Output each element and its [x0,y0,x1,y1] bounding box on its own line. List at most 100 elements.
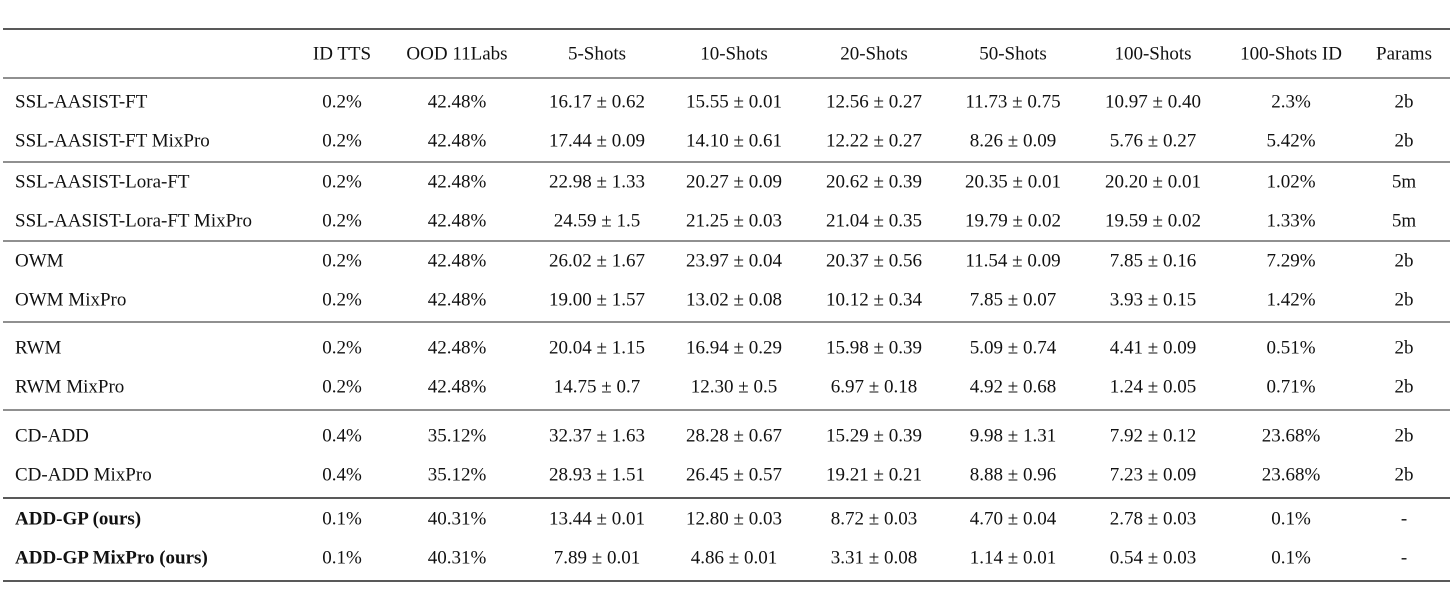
cell: 0.54 ± 0.03 [1110,547,1196,568]
cell: 4.86 ± 0.01 [691,547,777,568]
cell: 2b [1395,289,1414,310]
cell: 4.70 ± 0.04 [970,508,1057,529]
cell: 13.44 ± 0.01 [549,508,645,529]
column-header: 100-Shots [1114,43,1191,64]
cell: 11.54 ± 0.09 [965,250,1060,271]
cell: 20.20 ± 0.01 [1105,171,1201,192]
cell: 7.92 ± 0.12 [1110,425,1196,446]
column-header: 100-Shots ID [1240,43,1342,64]
cell: 12.22 ± 0.27 [826,130,922,151]
cell: - [1401,547,1407,568]
cell: 16.94 ± 0.29 [686,337,782,358]
cell: 24.59 ± 1.5 [554,210,640,231]
cell: 0.2% [322,289,362,310]
cell: 0.51% [1266,337,1315,358]
cell: 0.2% [322,210,362,231]
cell: 42.48% [428,130,487,151]
cell: 28.93 ± 1.51 [549,464,645,485]
cell: 20.04 ± 1.15 [549,337,645,358]
cell: 0.1% [322,508,362,529]
cell: 15.29 ± 0.39 [826,425,922,446]
cell: 0.2% [322,91,362,112]
cell: 0.71% [1266,376,1315,397]
cell: 5.76 ± 0.27 [1110,130,1196,151]
cell: 5.42% [1266,130,1315,151]
cell: 1.42% [1266,289,1315,310]
cell: 35.12% [428,464,487,485]
cell: 23.97 ± 0.04 [686,250,782,271]
cell: 26.02 ± 1.67 [549,250,645,271]
cell: 42.48% [428,250,487,271]
cell: 5.09 ± 0.74 [970,337,1057,358]
cell: 28.28 ± 0.67 [686,425,782,446]
method-name: SSL-AASIST-Lora-FT MixPro [15,210,252,231]
cell: 0.2% [322,250,362,271]
cell: 2.3% [1271,91,1311,112]
cell: 10.12 ± 0.34 [826,289,922,310]
cell: 12.30 ± 0.5 [691,376,777,397]
cell: 42.48% [428,210,487,231]
cell: 8.72 ± 0.03 [831,508,917,529]
column-header: 20-Shots [840,43,908,64]
cell: 19.79 ± 0.02 [965,210,1061,231]
method-name: ADD-GP (ours) [15,508,141,529]
cell: 14.75 ± 0.7 [554,376,640,397]
cell: 0.2% [322,171,362,192]
cell: 0.1% [1271,508,1311,529]
cell: 32.37 ± 1.63 [549,425,645,446]
cell: 5m [1392,210,1417,231]
cell: 42.48% [428,376,487,397]
cell: 8.88 ± 0.96 [970,464,1056,485]
cell: 0.1% [322,547,362,568]
cell: 3.31 ± 0.08 [831,547,917,568]
cell: 23.68% [1262,425,1321,446]
cell: 16.17 ± 0.62 [549,91,645,112]
cell: 7.85 ± 0.16 [1110,250,1196,271]
cell: 20.62 ± 0.39 [826,171,922,192]
cell: 42.48% [428,289,487,310]
method-name: SSL-AASIST-FT MixPro [15,130,210,151]
cell: 1.14 ± 0.01 [970,547,1056,568]
column-header: 50-Shots [979,43,1047,64]
cell: 21.25 ± 0.03 [686,210,782,231]
cell: 35.12% [428,425,487,446]
cell: 0.4% [322,464,362,485]
cell: 15.98 ± 0.39 [826,337,922,358]
cell: 22.98 ± 1.33 [549,171,645,192]
cell: 7.29% [1266,250,1315,271]
cell: 2b [1395,464,1414,485]
cell: 2b [1395,91,1414,112]
cell: 19.21 ± 0.21 [826,464,922,485]
method-name: ADD-GP MixPro (ours) [15,547,208,568]
cell: 0.2% [322,130,362,151]
method-name: OWM MixPro [15,289,126,310]
column-header: ID TTS [313,43,371,64]
cell: 6.97 ± 0.18 [831,376,917,397]
cell: 2.78 ± 0.03 [1110,508,1196,529]
cell: 2b [1395,130,1414,151]
cell: 13.02 ± 0.08 [686,289,782,310]
cell: 19.59 ± 0.02 [1105,210,1201,231]
cell: 17.44 ± 0.09 [549,130,645,151]
cell: 2b [1395,250,1414,271]
cell: 3.93 ± 0.15 [1110,289,1196,310]
cell: 1.33% [1266,210,1315,231]
cell: 1.02% [1266,171,1315,192]
cell: 0.2% [322,337,362,358]
method-name: RWM [15,337,62,358]
column-header: 5-Shots [568,43,626,64]
cell: 12.80 ± 0.03 [686,508,782,529]
cell: 20.27 ± 0.09 [686,171,782,192]
cell: 7.89 ± 0.01 [554,547,640,568]
cell: 2b [1395,376,1414,397]
cell: 40.31% [428,547,487,568]
method-name: CD-ADD MixPro [15,464,152,485]
cell: 9.98 ± 1.31 [970,425,1056,446]
cell: 12.56 ± 0.27 [826,91,922,112]
column-header: OOD 11Labs [406,43,507,64]
cell: 5m [1392,171,1417,192]
cell: 26.45 ± 0.57 [686,464,782,485]
cell: 40.31% [428,508,487,529]
cell: 2b [1395,337,1414,358]
